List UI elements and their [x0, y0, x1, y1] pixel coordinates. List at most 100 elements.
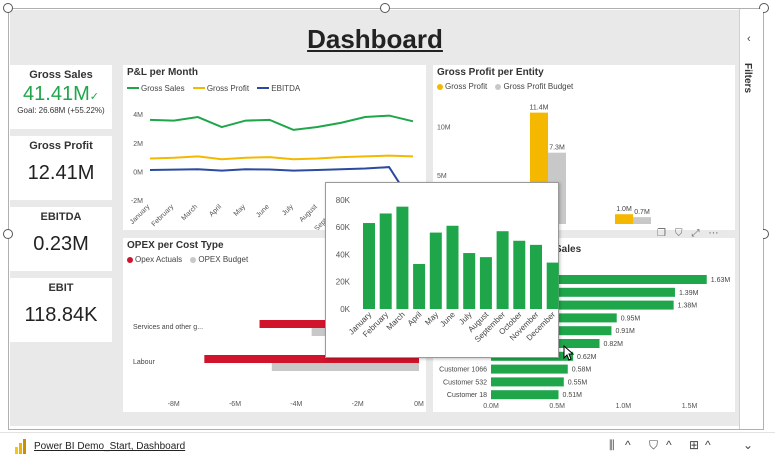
layout-icon[interactable]: ⊞: [689, 438, 700, 452]
check-icon: ✓: [89, 91, 99, 103]
tooltip-x-tick: June: [438, 310, 457, 329]
gpe-legend: Gross Profit Gross Profit Budget: [437, 82, 579, 92]
pl-series-line-0: [149, 114, 414, 131]
legend-gross-profit-entity[interactable]: Gross Profit: [437, 82, 487, 91]
opex-x-tick: 0M: [414, 401, 424, 408]
legend-ebitda[interactable]: EBITDA: [257, 84, 300, 93]
kpi-gross-sales-value-row: 41.41M✓: [10, 83, 112, 106]
format-icon[interactable]: ⛉: [649, 438, 659, 452]
tooltip-bar: [513, 240, 526, 309]
legend-opex-budget-label: OPEX Budget: [198, 255, 249, 264]
pl-series-line-2: [149, 166, 414, 205]
legend-gross-profit-budget[interactable]: Gross Profit Budget: [495, 82, 573, 91]
filter-icon[interactable]: ⛉: [674, 228, 683, 239]
kpi-gross-profit-title: Gross Profit: [29, 140, 93, 152]
legend-opex-actuals[interactable]: Opex Actuals: [127, 255, 182, 264]
pl-x-tick: May: [233, 203, 248, 218]
sales-data-label: 0.82M: [604, 341, 624, 348]
chevron-up-icon-2[interactable]: ^: [666, 438, 672, 452]
kpi-ebitda[interactable]: EBITDA 0.23M: [10, 207, 112, 271]
sales-customer-label: Customer 1066: [439, 367, 487, 374]
sales-x-tick: 0.5M: [549, 403, 565, 410]
sales-data-label: 0.91M: [615, 328, 635, 335]
focus-mode-icon[interactable]: ⤢: [691, 228, 700, 239]
power-bi-logo-icon: [15, 439, 26, 454]
chevron-up-icon-3[interactable]: ^: [705, 438, 711, 452]
gpe-y-tick: 5M: [437, 173, 447, 180]
gpe-chart-panel[interactable]: Gross Profit per Entity Gross Profit Gro…: [433, 65, 735, 230]
pl-y-tick: 2M: [133, 141, 143, 148]
opex-chart-title: OPEX per Cost Type: [127, 240, 224, 251]
pl-x-tick: January: [129, 203, 152, 226]
pl-y-tick: 4M: [133, 112, 143, 119]
legend-gp-label: Gross Profit: [445, 82, 488, 91]
kpi-gross-sales-goal: Goal: 26.68M (+55.22%): [17, 106, 105, 115]
pl-x-tick: February: [151, 203, 176, 228]
tooltip-y-tick: 40K: [336, 250, 351, 259]
copy-visual-icon[interactable]: ❐: [657, 228, 666, 239]
legend-gpb-swatch: [495, 83, 502, 90]
tooltip-x-tick: April: [406, 310, 424, 328]
pl-x-tick: April: [208, 203, 223, 218]
tooltip-bar: [446, 225, 459, 309]
kpi-ebitda-value: 0.23M: [33, 233, 89, 255]
resize-handle-top-center[interactable]: [380, 3, 390, 13]
legend-opex-budget[interactable]: OPEX Budget: [190, 255, 248, 264]
legend-gross-profit-swatch: [192, 87, 205, 89]
pl-chart-title: P&L per Month: [127, 67, 198, 78]
kpi-gross-sales-title: Gross Sales: [29, 69, 93, 81]
kpi-gross-sales[interactable]: Gross Sales 41.41M✓ Goal: 26.68M (+55.22…: [10, 65, 112, 129]
sales-data-label: 1.38M: [678, 303, 698, 310]
legend-opex-budget-swatch: [190, 256, 197, 263]
tooltip-y-tick: 80K: [336, 196, 351, 205]
filters-pane[interactable]: ‹ Filters: [739, 9, 763, 429]
gpe-bar-budget: [633, 217, 651, 224]
pl-x-tick: July: [281, 203, 295, 217]
visualizations-icon[interactable]: ⫼: [609, 438, 615, 452]
tooltip-bar: [396, 206, 409, 309]
kpi-gross-profit[interactable]: Gross Profit 12.41M: [10, 136, 112, 200]
sales-customer-label: Customer 18: [447, 392, 487, 399]
opex-x-tick: -8M: [168, 401, 180, 408]
pl-legend: Gross Sales Gross Profit EBITDA: [127, 82, 306, 93]
report-link[interactable]: Power BI Demo_Start, Dashboard: [34, 441, 186, 452]
legend-gpb-label: Gross Profit Budget: [503, 82, 574, 91]
kpi-ebitda-title: EBITDA: [40, 211, 82, 223]
tooltip-y-tick: 60K: [336, 223, 351, 232]
sales-data-label: 1.39M: [679, 290, 699, 297]
tooltip-bar: [463, 253, 476, 309]
chevron-left-icon[interactable]: ‹: [747, 33, 751, 45]
legend-gross-profit[interactable]: Gross Profit: [192, 83, 250, 93]
sales-bar: [491, 287, 675, 297]
sales-bar: [491, 377, 564, 387]
chevron-up-icon[interactable]: ^: [625, 438, 631, 452]
sales-customer-label: Customer 532: [443, 379, 487, 386]
sales-bar: [491, 364, 568, 374]
legend-gross-sales[interactable]: Gross Sales: [127, 84, 185, 93]
kpi-gross-sales-value: 41.41M: [23, 83, 90, 105]
resize-handle-middle-left[interactable]: [3, 229, 13, 239]
chevron-down-icon[interactable]: ⌄: [743, 438, 754, 452]
resize-handle-top-right[interactable]: [759, 3, 769, 13]
sales-data-label: 0.62M: [577, 354, 597, 361]
filters-label: Filters: [742, 63, 753, 94]
more-options-icon[interactable]: ⋯: [708, 228, 719, 239]
sales-bar: [491, 390, 559, 400]
opex-bar-actual: [204, 355, 419, 363]
pl-x-tick: June: [255, 203, 271, 219]
legend-gross-profit-label: Gross Profit: [206, 83, 250, 93]
opex-x-tick: -4M: [290, 401, 302, 408]
kpi-ebit-title: EBIT: [48, 282, 74, 294]
tooltip-bar: [479, 257, 492, 309]
pl-y-tick: 0M: [133, 169, 143, 176]
tooltip-bar: [496, 231, 509, 309]
sales-data-label: 0.95M: [621, 315, 641, 322]
resize-handle-top-left[interactable]: [3, 3, 13, 13]
mouse-cursor-icon: [563, 345, 575, 361]
opex-category-label: Services and other g...: [133, 324, 203, 331]
gpe-data-label: 7.3M: [549, 145, 565, 152]
tooltip-y-tick: 0K: [340, 305, 350, 314]
gpe-data-label: 0.7M: [634, 209, 650, 216]
kpi-ebit[interactable]: EBIT 118.84K: [10, 278, 112, 342]
